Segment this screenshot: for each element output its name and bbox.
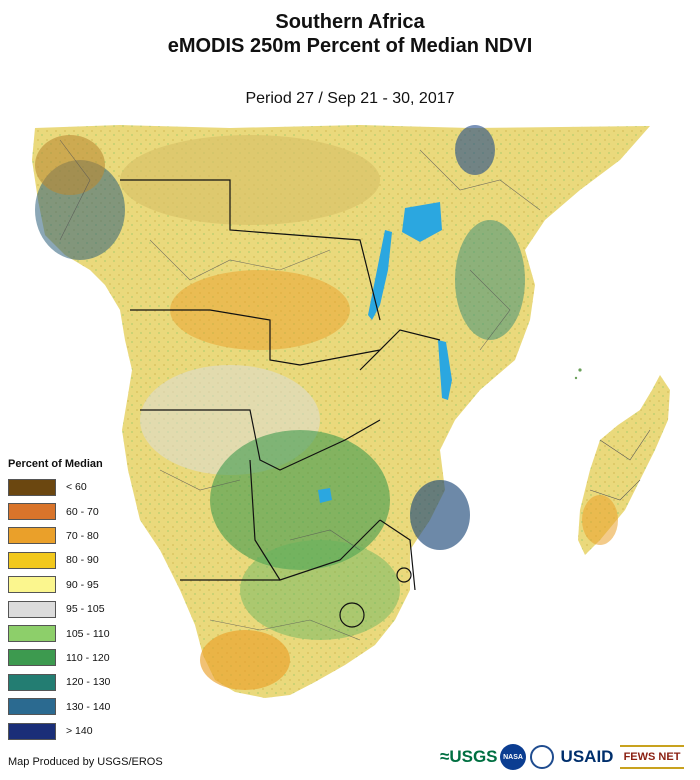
legend-item: 130 - 140	[8, 695, 118, 719]
lake-malawi	[438, 340, 452, 400]
zone-tanzania	[455, 220, 525, 340]
legend-swatch	[8, 527, 56, 545]
nasa-logo: NASA	[500, 744, 526, 770]
legend-title: Percent of Median	[8, 458, 103, 470]
legend-item: 105 - 110	[8, 621, 118, 645]
legend-label: 130 - 140	[66, 700, 111, 713]
legend-label: 95 - 105	[66, 603, 105, 616]
map-legend: Percent of Median < 60 60 - 70 70 - 80 80 -…	[6, 456, 120, 748]
map-subtitle: Period 27 / Sep 21 - 30, 2017	[245, 90, 455, 107]
legend-swatch	[8, 576, 56, 594]
zone-drc-north	[120, 135, 380, 225]
zone-south-africa-green	[240, 540, 400, 640]
legend-label: > 140	[66, 725, 93, 738]
legend-swatch	[8, 478, 56, 496]
zone-mozambique-blue	[410, 480, 470, 550]
legend-swatch	[8, 698, 56, 716]
lake-victoria	[402, 202, 442, 242]
zone-tanzania-north	[455, 125, 495, 175]
legend-swatch	[8, 673, 56, 691]
legend-label: 60 - 70	[66, 505, 99, 518]
legend-label: 90 - 95	[66, 578, 99, 591]
zone-angola-brown	[35, 135, 105, 195]
usgs-logo: ≈USGS	[440, 747, 498, 766]
province-borders	[59, 139, 541, 641]
legend-swatch	[8, 600, 56, 618]
seal-logo	[530, 745, 554, 769]
legend-swatch	[8, 503, 56, 521]
legend-label: 70 - 80	[66, 529, 99, 542]
legend-swatch	[8, 551, 56, 569]
legend-item: < 60	[8, 475, 118, 499]
zone-central-orange	[170, 270, 350, 350]
legend-swatch	[8, 649, 56, 667]
usaid-logo: USAID	[560, 747, 614, 766]
legend-label: 110 - 120	[66, 651, 110, 664]
legend-item: 95 - 105	[8, 597, 118, 621]
credit-text: Map Produced by USGS/EROS	[8, 756, 163, 768]
title-line-1: Southern Africa	[275, 11, 425, 33]
map-title: Southern Africa eMODIS 250m Percent of M…	[0, 10, 700, 58]
legend-item: 110 - 120	[8, 646, 118, 670]
legend-item: > 140	[8, 719, 118, 743]
legend-swatch	[8, 722, 56, 740]
legend-item: 80 - 90	[8, 548, 118, 572]
legend-item: 70 - 80	[8, 524, 118, 548]
legend-label: 105 - 110	[66, 627, 110, 640]
legend-label: 120 - 130	[66, 676, 111, 689]
logo-strip: ≈USGS NASA USAID FEWS NET	[440, 740, 695, 774]
legend-swatch	[8, 625, 56, 643]
legend-item: 90 - 95	[8, 573, 118, 597]
legend-label: < 60	[66, 481, 87, 494]
zone-cape-orange	[200, 630, 290, 690]
legend-item: 60 - 70	[8, 499, 118, 523]
title-line-2: eMODIS 250m Percent of Median NDVI	[167, 35, 533, 57]
country-borders	[120, 179, 441, 628]
legend-rows: < 60 60 - 70 70 - 80 80 - 90 90 - 95 95 - 105…	[8, 475, 118, 743]
legend-label: 80 - 90	[66, 554, 99, 567]
map-canvas	[32, 125, 670, 698]
fews-net-logo: FEWS NET	[620, 745, 684, 769]
okavango-delta	[318, 488, 332, 503]
ndvi-map	[0, 120, 700, 730]
legend-item: 120 - 130	[8, 670, 118, 694]
